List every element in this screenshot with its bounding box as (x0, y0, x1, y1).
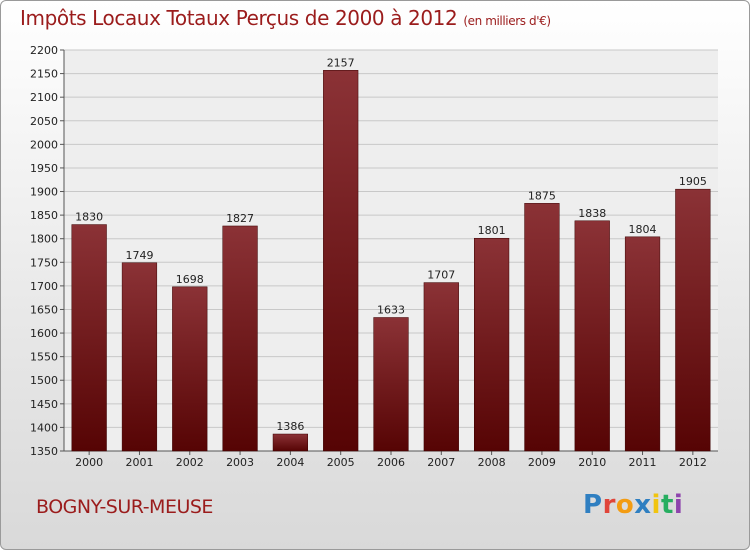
x-tick-label-2009: 2009 (528, 456, 556, 469)
y-tick-label: 2100 (30, 91, 58, 104)
proxiti-logo[interactable]: Proxiti (583, 490, 683, 520)
chart-title-text: Impôts Locaux Totaux Perçus de 2000 à 20… (20, 6, 458, 30)
x-tick-label-2003: 2003 (226, 456, 254, 469)
bar-2001 (121, 262, 158, 452)
x-tick-label-2012: 2012 (679, 456, 707, 469)
data-label-2012: 1905 (679, 175, 707, 188)
bar-2010 (574, 220, 610, 452)
bar-2011 (624, 236, 661, 452)
bar-2002 (172, 286, 208, 452)
x-tick-label-2011: 2011 (629, 456, 657, 469)
bar-2006 (373, 317, 409, 452)
y-tick-label: 1950 (30, 162, 58, 175)
y-tick-label: 1850 (30, 209, 58, 222)
data-label-2003: 1827 (226, 212, 254, 225)
x-tick-label-2005: 2005 (327, 456, 355, 469)
data-label-2011: 1804 (629, 223, 657, 236)
y-tick-label: 1350 (30, 445, 58, 458)
logo-letter: P (583, 490, 603, 520)
y-tick-label: 1500 (30, 374, 58, 387)
bar-2005 (323, 70, 359, 452)
logo-letter: o (615, 490, 635, 520)
y-tick-label: 2150 (30, 68, 58, 81)
logo-letter: i (673, 490, 684, 520)
data-label-2002: 1698 (176, 273, 204, 286)
data-label-2007: 1707 (427, 269, 455, 282)
x-tick-label-2007: 2007 (427, 456, 455, 469)
bars (71, 70, 711, 452)
x-tick-label-2000: 2000 (75, 456, 103, 469)
y-tick-label: 1550 (30, 351, 58, 364)
logo-letter: t (660, 490, 674, 520)
bar-2004 (272, 433, 308, 452)
commune-name: BOGNY-SUR-MEUSE (36, 496, 213, 518)
data-label-2004: 1386 (276, 420, 304, 433)
data-label-2009: 1875 (528, 189, 556, 202)
logo-letter: r (602, 490, 616, 520)
x-tick-label-2008: 2008 (478, 456, 506, 469)
y-tick-label: 1800 (30, 233, 58, 246)
logo-letter: x (634, 490, 652, 520)
y-tick-label: 2000 (30, 138, 58, 151)
data-label-2006: 1633 (377, 303, 405, 316)
y-tick-label: 1700 (30, 280, 58, 293)
chart-title: Impôts Locaux Totaux Perçus de 2000 à 20… (20, 6, 551, 30)
data-label-2000: 1830 (75, 211, 103, 224)
data-label-2001: 1749 (125, 249, 153, 262)
bar-2007 (423, 282, 459, 452)
x-tick-label-2006: 2006 (377, 456, 405, 469)
y-tick-label: 1600 (30, 327, 58, 340)
y-tick-label: 1750 (30, 256, 58, 269)
y-tick-label: 1450 (30, 398, 58, 411)
data-label-2005: 2157 (327, 56, 355, 69)
bar-2008 (474, 237, 510, 452)
data-label-2010: 1838 (578, 207, 606, 220)
y-tick-label: 1650 (30, 303, 58, 316)
labels: 1830 2000 1749 2001 1698 2002 1827 2003 1386 2004… (75, 56, 707, 469)
logo-letter: i (651, 490, 661, 520)
chart-unit-label: (en milliers d'€) (463, 14, 551, 28)
y-tick-label: 2200 (30, 44, 58, 57)
y-tick-label: 1400 (30, 421, 58, 434)
bar-2009 (524, 203, 560, 452)
x-tick-label-2001: 2001 (125, 456, 153, 469)
x-tick-label-2002: 2002 (176, 456, 204, 469)
y-tick-label: 2050 (30, 115, 58, 128)
y-tick-label: 1900 (30, 186, 58, 199)
bar-2003 (222, 225, 258, 452)
x-tick-label-2004: 2004 (276, 456, 304, 469)
x-tick-label-2010: 2010 (578, 456, 606, 469)
data-label-2008: 1801 (478, 224, 506, 237)
bar-2000 (71, 224, 107, 452)
bar-2012 (675, 188, 711, 452)
